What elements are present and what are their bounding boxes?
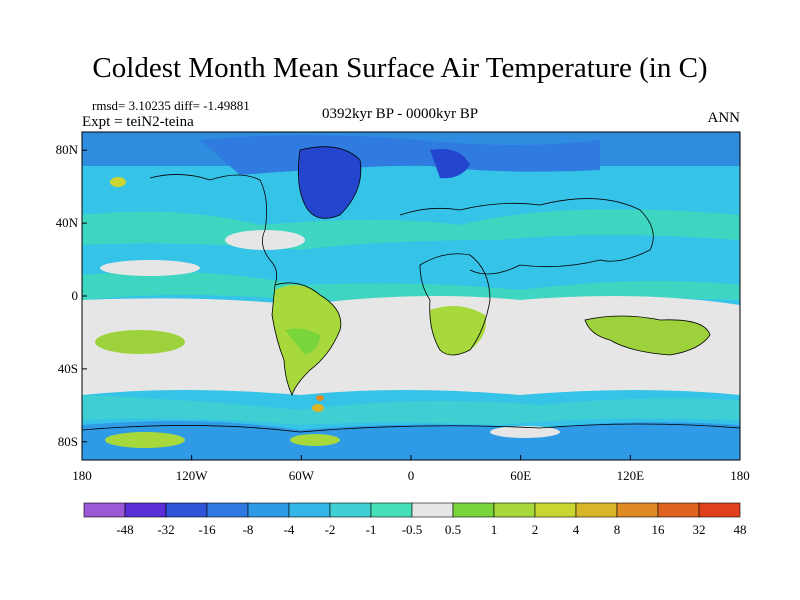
lon-label: 120E xyxy=(617,468,645,483)
colorbar-swatch xyxy=(206,502,249,518)
lon-label: 0 xyxy=(408,468,415,483)
colorbar-label: -2 xyxy=(325,522,336,537)
lat-label: 40N xyxy=(56,215,79,230)
lat-label: 0 xyxy=(72,288,79,303)
lon-label: 180 xyxy=(72,468,92,483)
coastlines xyxy=(82,146,740,433)
colorbar-label: 1 xyxy=(491,522,498,537)
colorbar-label: 48 xyxy=(734,522,747,537)
colorbar-swatch xyxy=(698,502,741,518)
lon-label: 60W xyxy=(289,468,315,483)
colorbar-label: -32 xyxy=(157,522,174,537)
period-text: 0392kyr BP - 0000kyr BP xyxy=(321,106,479,122)
chart-title: Coldest Month Mean Surface Air Temperatu… xyxy=(92,52,708,84)
colorbar-label: -48 xyxy=(116,522,133,537)
colorbar-swatch xyxy=(124,502,167,518)
axis-labels: 80N 40N 0 40S 80S 180 120W 60W 0 60E 120E 180 xyxy=(56,142,750,483)
lon-label: 120W xyxy=(176,468,209,483)
lat-label: 40S xyxy=(58,361,78,376)
stats-text: rmsd= 3.10235 diff= -1.49881 xyxy=(92,98,250,113)
colorbar-swatch xyxy=(616,502,659,518)
colorbar-label: 0.5 xyxy=(445,522,461,537)
colorbar-label: -0.5 xyxy=(402,522,423,537)
colorbar-label: 8 xyxy=(614,522,621,537)
colorbar-swatch xyxy=(370,502,413,518)
colorbar-swatch xyxy=(329,502,372,518)
colorbar-label: 4 xyxy=(573,522,580,537)
colorbar-swatch xyxy=(657,502,700,518)
colorbar-swatch xyxy=(288,502,331,518)
lon-label: 180 xyxy=(730,468,750,483)
colorbar-label: 16 xyxy=(652,522,666,537)
colorbar: -48 -32 -16 -8 -4 -2 -1 -0.5 0.5 1 2 4 8 16 32 48 xyxy=(83,502,747,537)
colorbar-label: 2 xyxy=(532,522,539,537)
colorbar-swatch xyxy=(247,502,290,518)
colorbar-swatch xyxy=(165,502,208,518)
colorbar-swatch xyxy=(411,502,454,518)
colorbar-swatch xyxy=(83,502,126,518)
colorbar-label: -4 xyxy=(284,522,295,537)
lat-label: 80N xyxy=(56,142,79,157)
colorbar-label: -8 xyxy=(243,522,254,537)
colorbar-label: -16 xyxy=(198,522,216,537)
colorbar-label: 32 xyxy=(693,522,706,537)
lon-label: 60E xyxy=(510,468,531,483)
colorbar-swatch xyxy=(493,502,536,518)
season-text: ANN xyxy=(707,110,741,126)
temperature-field xyxy=(82,132,740,460)
experiment-text: Expt = teiN2-teina xyxy=(82,114,194,130)
colorbar-swatch xyxy=(534,502,577,518)
colorbar-label: -1 xyxy=(366,522,377,537)
lat-label: 80S xyxy=(58,434,78,449)
colorbar-swatch xyxy=(575,502,618,518)
colorbar-swatch xyxy=(452,502,495,518)
